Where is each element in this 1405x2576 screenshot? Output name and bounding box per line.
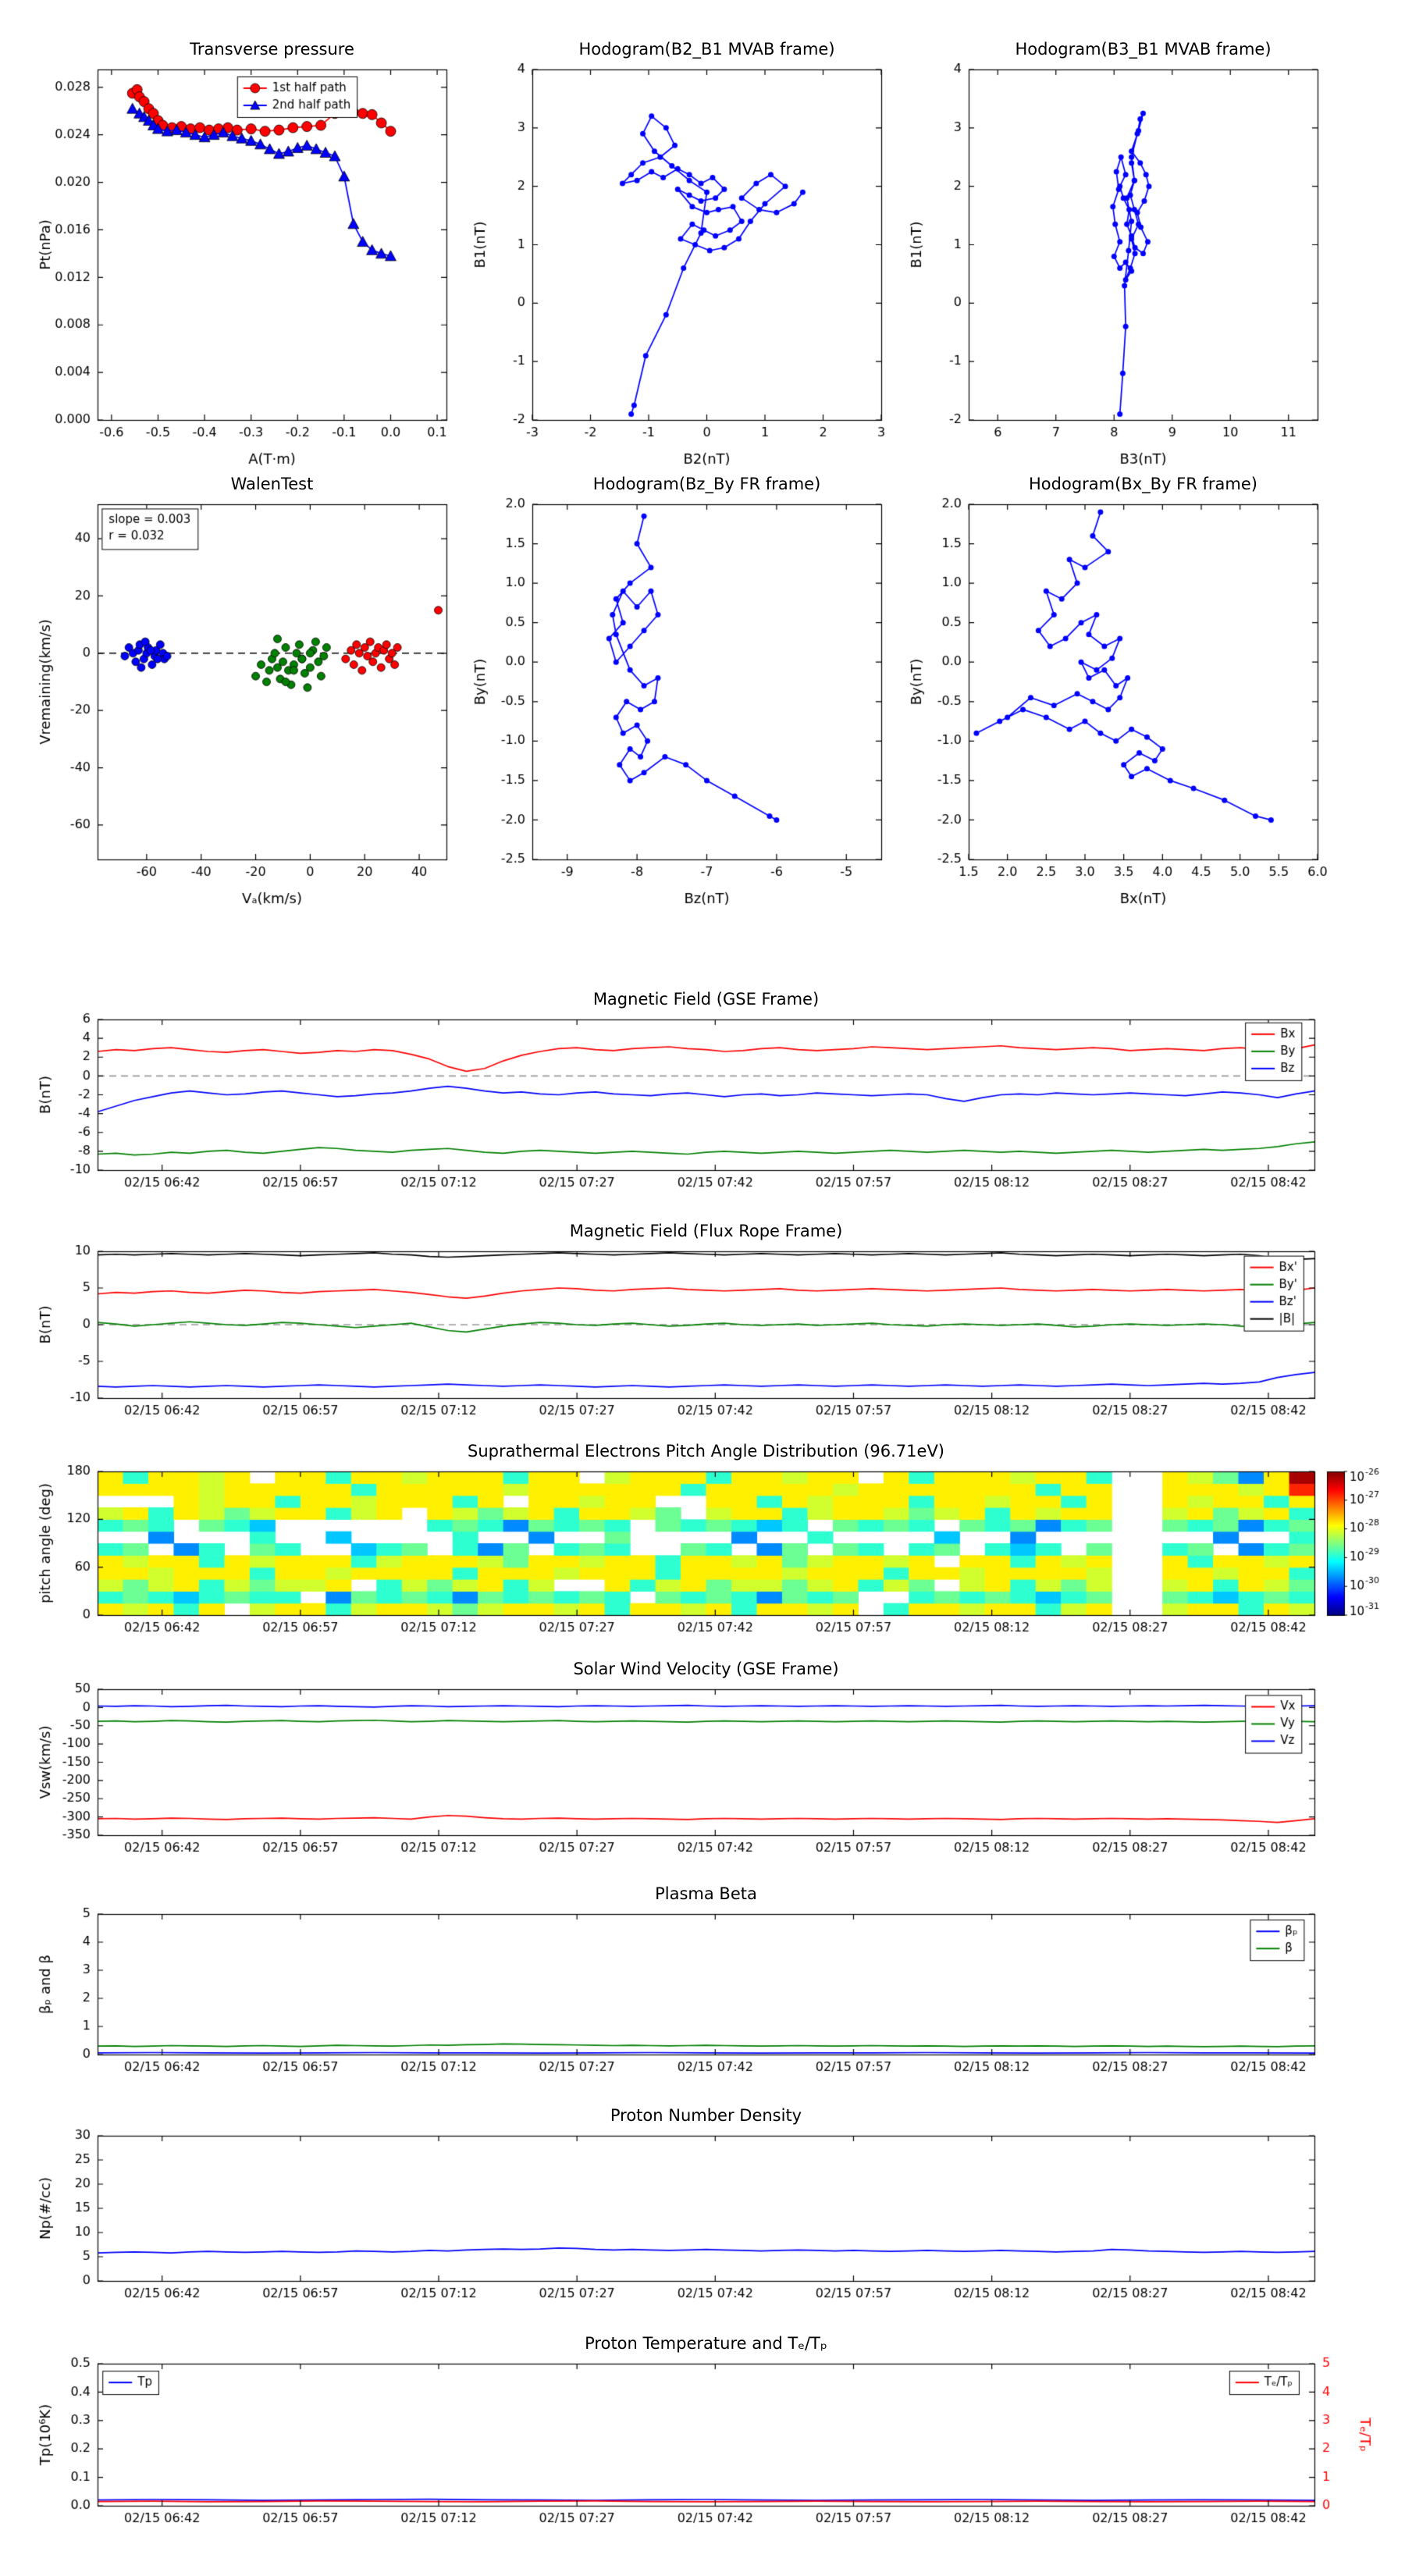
proton-temperature-plot <box>23 2325 1382 2551</box>
proton-number-density-plot <box>23 2097 1382 2325</box>
magnetic-field-gse-plot <box>23 980 1382 1215</box>
transverse-pressure-plot <box>23 30 462 479</box>
walen-test-plot <box>23 465 462 918</box>
panel-proton-temperature: Proton Temperature and Tₑ/Tₚ <box>23 2325 1382 2551</box>
hodogram-b2-b1-plot <box>458 30 897 479</box>
panel-proton-number-density: Proton Number Density <box>23 2097 1382 2325</box>
panel-plasma-beta: Plasma Beta <box>23 1875 1382 2099</box>
pitch-angle-distribution-heatmap <box>23 1432 1382 1659</box>
plasma-beta-plot <box>23 1875 1382 2099</box>
panel-solar-wind-velocity: Solar Wind Velocity (GSE Frame) <box>23 1650 1382 1880</box>
panel-pitch-angle-distribution: Suprathermal Electrons Pitch Angle Distr… <box>23 1432 1382 1659</box>
solar-wind-velocity-plot <box>23 1650 1382 1880</box>
panel-transverse-pressure: Transverse pressure <box>23 30 462 479</box>
magnetic-field-flux-rope-plot <box>23 1212 1382 1443</box>
hodogram-b3-b1-plot <box>895 30 1333 479</box>
panel-magnetic-field-flux-rope: Magnetic Field (Flux Rope Frame) <box>23 1212 1382 1443</box>
panel-walen-test: WalenTest <box>23 465 462 918</box>
panel-hodogram-b2-b1: Hodogram(B2_B1 MVAB frame) <box>458 30 897 479</box>
panel-hodogram-bx-by: Hodogram(Bx_By FR frame) <box>895 465 1333 918</box>
hodogram-bx-by-plot <box>895 465 1333 918</box>
hodogram-bz-by-plot <box>458 465 897 918</box>
panel-hodogram-bz-by: Hodogram(Bz_By FR frame) <box>458 465 897 918</box>
panel-hodogram-b3-b1: Hodogram(B3_B1 MVAB frame) <box>895 30 1333 479</box>
panel-magnetic-field-gse: Magnetic Field (GSE Frame) <box>23 980 1382 1215</box>
